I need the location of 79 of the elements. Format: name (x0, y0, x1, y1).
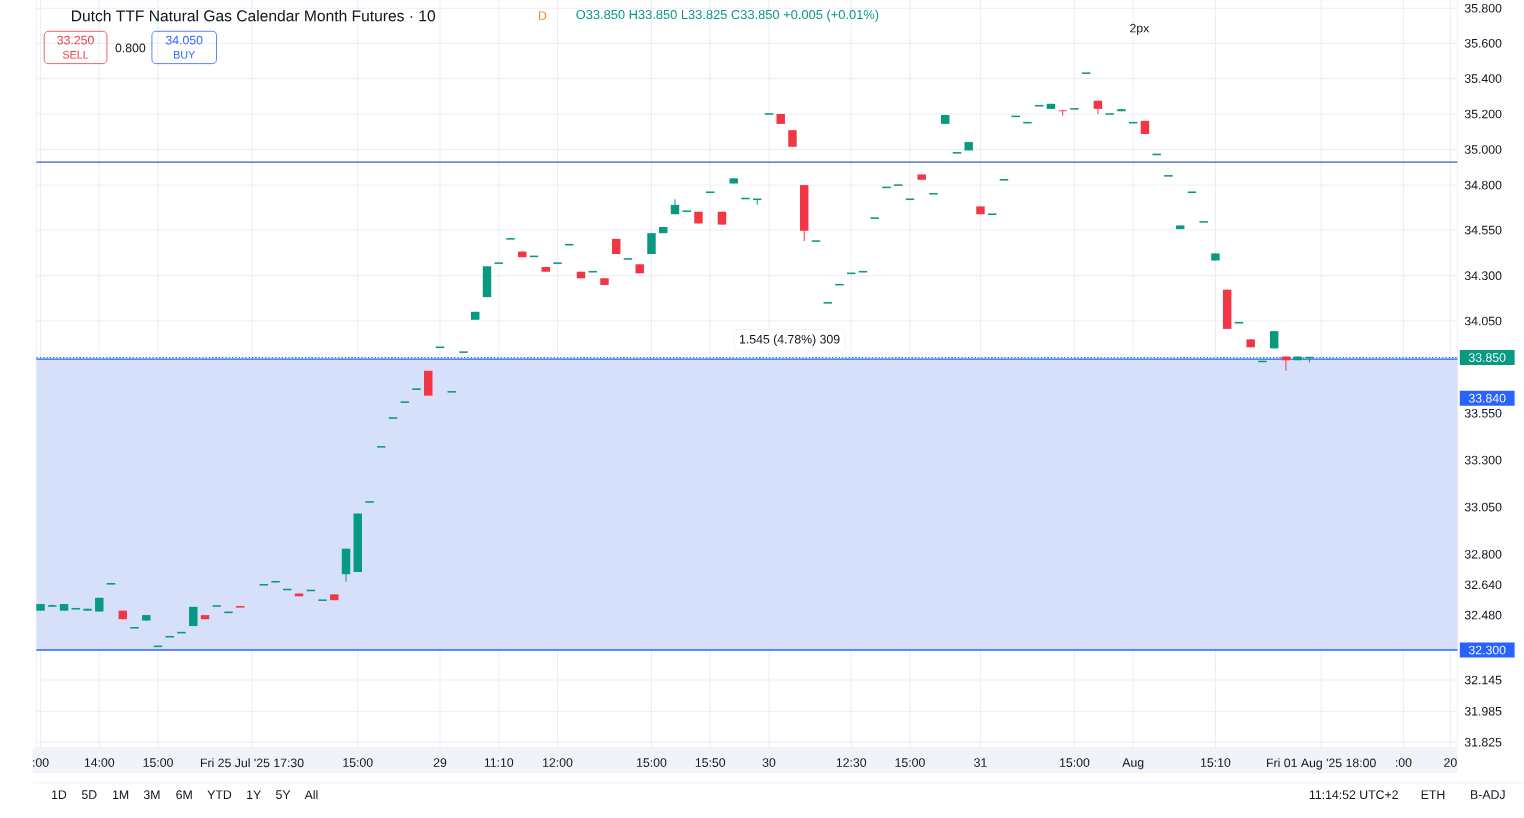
candlestick (446, 390, 457, 393)
x-tick-label: 15:00 (637, 758, 667, 767)
x-tick-label: :00 (1396, 758, 1412, 767)
x-tick-label: 12:30 (836, 758, 867, 767)
candlestick (106, 582, 117, 585)
y-tick-label: 35.200 (1464, 109, 1502, 119)
y-tick-label: 31.825 (1464, 737, 1502, 747)
text: 1M (113, 790, 129, 799)
x-tick-label: 15:00 (343, 758, 373, 767)
y-tick-label: 34.300 (1464, 271, 1502, 280)
y-tick-label: 34.550 (1464, 225, 1502, 235)
candlestick (164, 635, 175, 638)
y-tick-label: 32.480 (1464, 610, 1502, 620)
ref-line-label: 33.840 (1468, 393, 1506, 403)
y-tick-label: 35.800 (1464, 3, 1502, 13)
y-tick-label: 35.000 (1464, 145, 1502, 154)
y-tick-label: 34.050 (1464, 316, 1502, 326)
text: 5D (81, 790, 97, 799)
annotation: BUY (174, 50, 195, 59)
ref-line-label: 33.850 (1468, 353, 1506, 362)
candlestick (1233, 321, 1244, 324)
annotation: 33.250 (57, 35, 94, 45)
y-tick-label: 34.800 (1464, 180, 1502, 190)
candlestick (129, 626, 140, 629)
x-tick-label: 14:00 (84, 758, 115, 767)
text: YTD (207, 790, 232, 799)
y-tick-label: 31.985 (1464, 706, 1502, 716)
x-tick-label: Aug (1122, 758, 1144, 770)
y-tick-label: 33.050 (1464, 502, 1502, 512)
text: All (304, 790, 318, 800)
text: 11:14:52 UTC+2 (1309, 790, 1398, 799)
y-tick-label: 32.145 (1464, 675, 1502, 685)
y-tick-label: 32.640 (1464, 580, 1502, 590)
x-tick-label: 15:10 (1201, 758, 1231, 767)
candlestick (376, 445, 387, 448)
candlestick (951, 151, 962, 154)
candlestick (1034, 104, 1045, 107)
x-tick-label: 29 (433, 758, 447, 767)
candlestick (822, 301, 833, 304)
text: Dutch TTF Natural Gas Calendar Month Futures · 10 (72, 9, 436, 22)
text: 1Y (247, 790, 261, 799)
x-tick-label: 11:10 (484, 758, 514, 767)
text: 5Y (276, 790, 291, 799)
candlestick (1058, 109, 1067, 117)
y-tick-label: 33.300 (1464, 455, 1502, 465)
candlestick (258, 583, 269, 586)
y-tick-label: 35.400 (1464, 74, 1502, 83)
x-tick-label: 12:00 (543, 758, 573, 767)
text: O33.850 H33.850 L33.825 C33.850 +0.005 (+0.01%) (576, 9, 879, 22)
candlestick (235, 605, 246, 608)
x-tick-label: Fri 01 Aug '25 18:00 (1267, 758, 1376, 770)
annotation: 0.800 (115, 43, 146, 53)
annotation: 2px (1130, 23, 1150, 35)
x-tick-label: 15:50 (695, 758, 726, 767)
text: 6M (176, 790, 192, 799)
x-tick-label: 20 (1444, 758, 1457, 767)
band-label: 1.545 (4.78%) 309 (739, 334, 840, 346)
candlestick (647, 232, 656, 255)
x-tick-label: 31 (974, 758, 987, 767)
x-tick-label: 15:00 (143, 758, 173, 767)
x-tick-label: :00 (33, 758, 49, 767)
ref-line-label: 32.300 (1468, 645, 1506, 655)
text: ETH (1421, 790, 1445, 799)
text: 3M (143, 790, 160, 799)
y-tick-label: 35.600 (1464, 38, 1502, 48)
annotation: D (538, 11, 547, 20)
candlestick (928, 192, 939, 195)
x-tick-label: 15:00 (895, 758, 925, 767)
annotation: SELL (62, 50, 89, 59)
x-tick-label: 15:00 (1060, 758, 1090, 767)
annotation: 34.050 (165, 35, 203, 45)
text: 1D (52, 790, 67, 799)
text: B-ADJ (1471, 790, 1505, 799)
y-tick-label: 32.800 (1464, 549, 1502, 559)
candlestick (998, 178, 1009, 181)
y-tick-label: 33.550 (1464, 408, 1502, 418)
x-tick-label: Fri 25 Jul '25 17:30 (200, 758, 304, 768)
x-tick-label: 30 (762, 758, 776, 767)
candlestick (70, 607, 81, 610)
